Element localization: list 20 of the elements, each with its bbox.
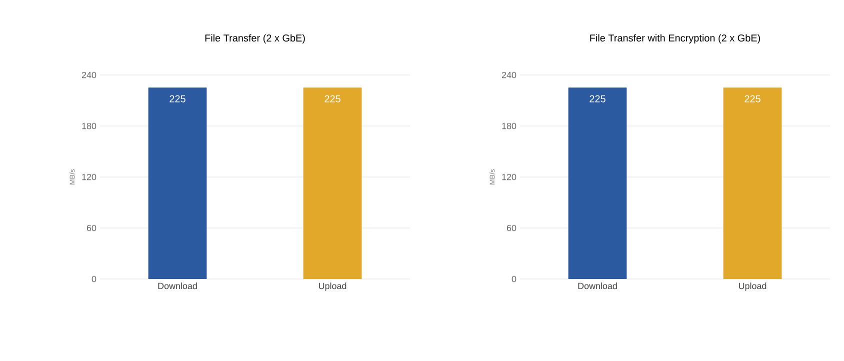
y-tick-label: 60 <box>506 224 516 232</box>
y-tick-label: 240 <box>82 72 96 78</box>
x-tick-label: Upload <box>318 282 346 291</box>
y-tick-label: 0 <box>92 276 96 282</box>
y-tick-label: 180 <box>502 122 516 130</box>
x-tick-label: Upload <box>738 282 766 291</box>
chart-title: File Transfer with Encryption (2 x GbE) <box>590 34 760 44</box>
x-tick-label: Download <box>578 282 617 290</box>
y-tick-label: 60 <box>86 224 96 232</box>
data-label: 225 <box>170 95 186 102</box>
y-tick-label: 120 <box>502 174 516 180</box>
y-tick-label: 120 <box>82 174 96 180</box>
data-label: 225 <box>324 95 340 102</box>
data-label: 225 <box>744 95 760 102</box>
chart-title: File Transfer (2 x GbE) <box>205 34 305 44</box>
x-tick-label: Download <box>158 282 197 290</box>
y-tick-label: 240 <box>502 72 516 78</box>
y-tick-label: 0 <box>512 276 516 282</box>
y-tick-label: 180 <box>82 122 96 130</box>
data-label: 225 <box>590 95 606 102</box>
